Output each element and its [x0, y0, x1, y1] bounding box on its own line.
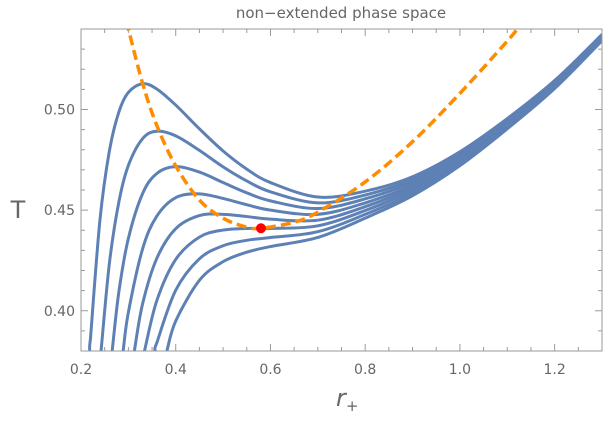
critical-point	[255, 223, 266, 234]
x-axis-label: r+	[336, 384, 358, 415]
isocharge-curve-2	[99, 34, 602, 351]
isocharge-curve-1	[88, 33, 602, 351]
x-tick-label: 1.2	[544, 362, 566, 378]
spinodal-curve	[126, 29, 519, 231]
isocharge-curve-8	[165, 39, 602, 351]
x-axis-label-subscript: +	[346, 397, 359, 415]
x-axis-label-main: r	[336, 384, 348, 412]
x-tick-label: 0.2	[70, 362, 92, 378]
x-tick-label: 0.6	[259, 362, 281, 378]
chart-title: non−extended phase space	[236, 4, 446, 22]
x-tick-label: 1.0	[449, 362, 471, 378]
y-tick-labels: 0.40 0.45 0.50	[44, 103, 75, 320]
x-tick-label: 0.4	[165, 362, 187, 378]
isocharge-curves	[88, 33, 602, 351]
x-tick-labels: 0.2 0.4 0.6 0.8 1.0 1.2	[70, 362, 566, 378]
plot-frame	[80, 28, 603, 352]
y-tick-label: 0.40	[44, 304, 75, 320]
y-tick-label: 0.45	[44, 203, 75, 219]
y-axis-label: T	[10, 196, 26, 224]
y-tick-label: 0.50	[44, 103, 75, 119]
x-tick-label: 0.8	[354, 362, 376, 378]
critical-point-group	[255, 223, 266, 234]
spinodal-curve-group	[126, 29, 519, 231]
axis-ticks	[80, 28, 603, 352]
